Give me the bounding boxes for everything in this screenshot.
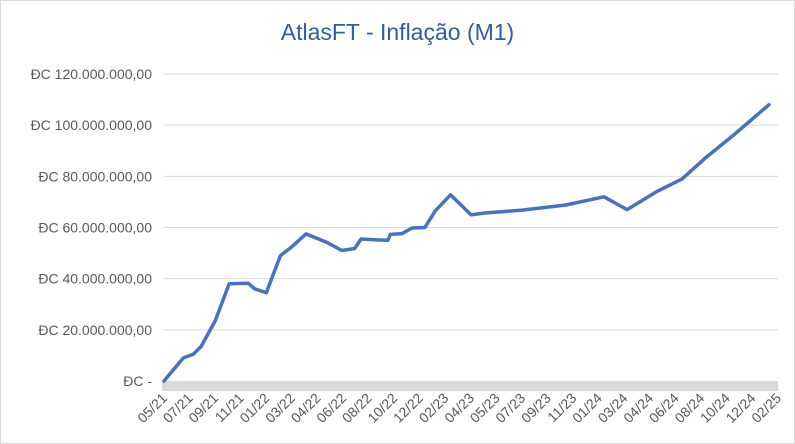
y-tick-label: ĐC 120.000.000,00 [31, 66, 153, 82]
y-tick-label: ĐC 60.000.000,00 [38, 220, 152, 236]
y-tick-label: ĐC 20.000.000,00 [38, 322, 152, 338]
y-tick-label: ĐC - [123, 373, 152, 389]
x-tick-label: 02/25 [748, 390, 784, 426]
x-tick-label: 09/23 [518, 390, 554, 426]
y-tick-label: ĐC 100.000.000,00 [31, 117, 153, 133]
x-tick-label: 09/21 [185, 390, 221, 426]
chart-title: AtlasFT - Inflação (M1) [280, 19, 515, 45]
y-tick-label: ĐC 80.000.000,00 [38, 168, 152, 184]
series-line [162, 102, 771, 383]
y-tick-label: ĐC 40.000.000,00 [38, 271, 152, 287]
x-axis-band [162, 381, 778, 391]
